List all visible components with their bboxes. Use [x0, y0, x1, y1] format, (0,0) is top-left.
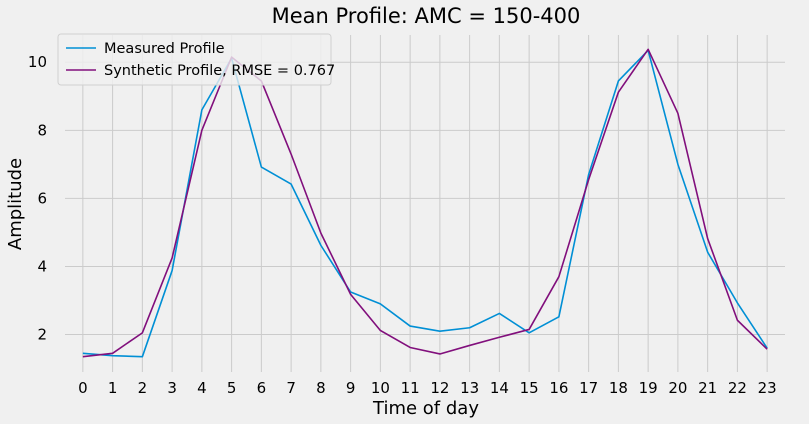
x-tick-label: 19: [639, 379, 658, 397]
x-tick-label: 14: [490, 379, 509, 397]
x-tick-label: 7: [286, 379, 296, 397]
x-tick-label: 10: [371, 379, 390, 397]
x-tick-label: 6: [257, 379, 267, 397]
x-tick-label: 21: [698, 379, 717, 397]
legend-label-synthetic: Synthetic Profile, RMSE = 0.767: [104, 63, 335, 79]
legend-frame: [57, 33, 332, 86]
y-tick-label: 8: [37, 121, 47, 139]
x-tick-label: 17: [579, 379, 598, 397]
x-tick-label: 2: [138, 379, 148, 397]
x-tick-label: 8: [316, 379, 326, 397]
legend-label-measured: Measured Profile: [104, 41, 225, 57]
y-axis-ticks: 2 4 6 8 10: [28, 53, 47, 343]
y-axis-label: Amplitude: [5, 158, 26, 250]
x-tick-label: 18: [609, 379, 628, 397]
legend: Measured Profile Synthetic Profile, RMSE…: [57, 33, 335, 86]
x-tick-label: 9: [346, 379, 356, 397]
x-tick-label: 22: [728, 379, 747, 397]
measured-profile-line: [82, 49, 768, 358]
x-tick-label: 23: [758, 379, 777, 397]
y-tick-label: 2: [37, 326, 47, 344]
x-tick-label: 12: [430, 379, 449, 397]
series-lines: [82, 48, 768, 358]
x-tick-label: 5: [227, 379, 237, 397]
grid: [65, 35, 785, 372]
synthetic-profile-line: [82, 48, 768, 358]
x-tick-label: 3: [167, 379, 177, 397]
x-tick-label: 20: [668, 379, 687, 397]
x-tick-label: 11: [401, 379, 420, 397]
x-tick-label: 1: [108, 379, 118, 397]
y-tick-label: 6: [37, 189, 47, 207]
x-tick-label: 16: [549, 379, 568, 397]
x-tick-label: 4: [197, 379, 207, 397]
x-axis-label: Time of day: [372, 398, 479, 419]
x-tick-label: 0: [78, 379, 88, 397]
x-tick-label: 13: [460, 379, 479, 397]
y-tick-label: 4: [37, 257, 47, 275]
chart-title: Mean Profile: AMC = 150-400: [272, 4, 581, 28]
x-tick-label: 15: [520, 379, 539, 397]
y-tick-label: 10: [28, 53, 47, 71]
x-axis-ticks: 0 1 2 3 4 5 6 7 8 9 10 11 12 13 14 15 16 17 18 19 20 21 22 23: [78, 379, 777, 397]
